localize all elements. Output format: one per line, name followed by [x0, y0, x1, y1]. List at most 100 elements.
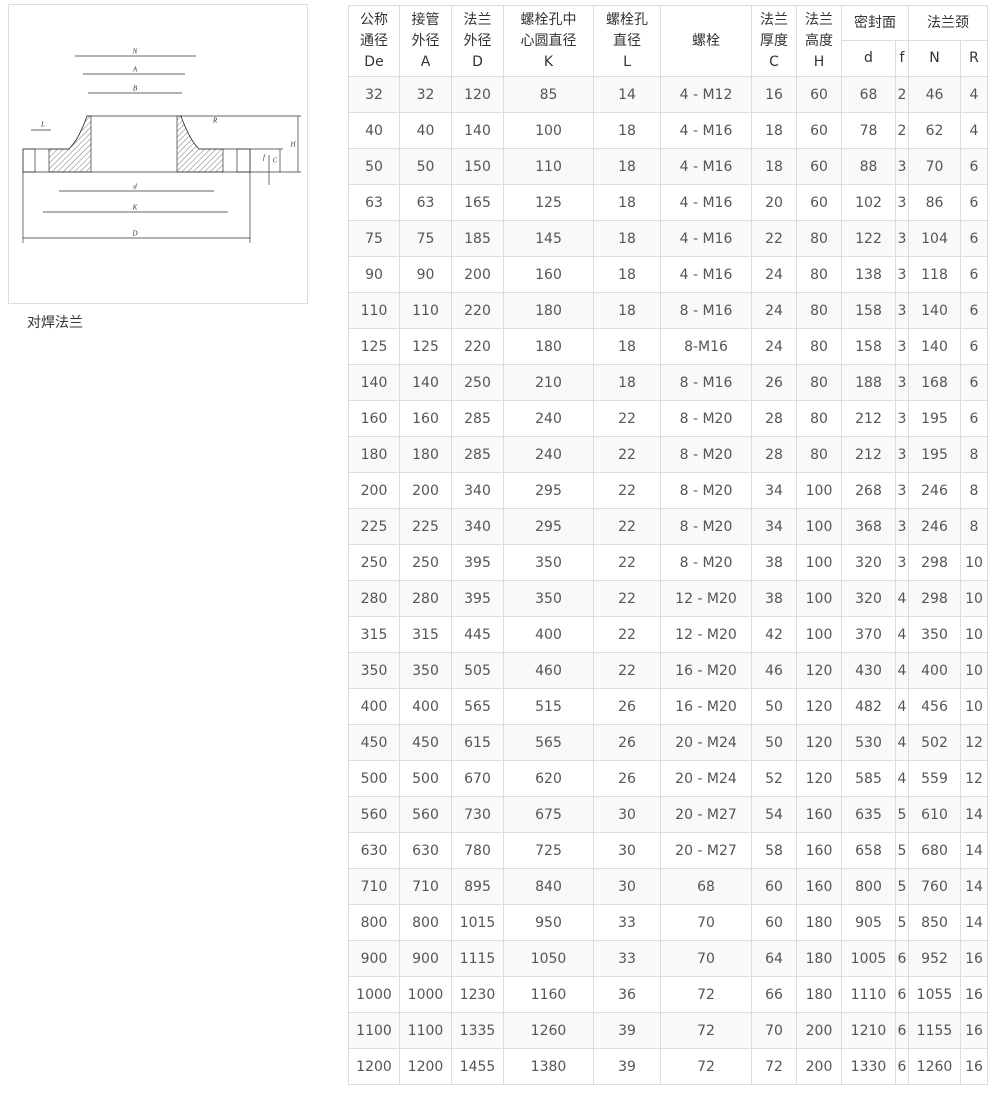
table-cell: 16 - M20 [660, 652, 752, 689]
table-cell: 456 [908, 688, 961, 725]
table-cell: 1260 [908, 1048, 961, 1085]
table-cell: 1260 [503, 1012, 594, 1049]
table-cell: 268 [841, 472, 896, 509]
table-cell: 180 [503, 328, 594, 365]
table-cell: 120 [796, 724, 842, 761]
table-cell: 4 - M16 [660, 220, 752, 257]
table-cell: 565 [503, 724, 594, 761]
table-cell: 125 [503, 184, 594, 221]
table-cell: 10 [960, 652, 988, 689]
table-row: 280 280 395 350 22 12 - M20 38 100 320 4 298 10 [348, 580, 988, 617]
table-cell: 500 [348, 760, 400, 797]
table-cell: 18 [593, 220, 661, 257]
dim-label: H [289, 141, 296, 149]
table-cell: 68 [841, 76, 896, 113]
table-cell: 1055 [908, 976, 961, 1013]
table-cell: 505 [451, 652, 504, 689]
table-cell: 14 [960, 904, 988, 941]
table-cell: 46 [751, 652, 797, 689]
table-row: 500 500 670 620 26 20 - M24 52 120 585 4 559 12 [348, 760, 988, 797]
table-cell: 28 [751, 400, 797, 437]
table-row: 450 450 615 565 26 20 - M24 50 120 530 4 502 12 [348, 724, 988, 761]
header-line: 厚度 [760, 32, 788, 49]
table-cell: 12 [960, 724, 988, 761]
table-cell: 430 [841, 652, 896, 689]
dim-label: d [133, 183, 137, 191]
table-cell: 90 [399, 256, 452, 293]
table-cell: 850 [908, 904, 961, 941]
table-cell: 16 [960, 976, 988, 1013]
table-cell: 14 [960, 868, 988, 905]
table-cell: 1100 [348, 1012, 400, 1049]
table-cell: 75 [348, 220, 400, 257]
table-cell: 530 [841, 724, 896, 761]
table-cell: 63 [348, 184, 400, 221]
table-cell: 54 [751, 796, 797, 833]
table-cell: 295 [503, 508, 594, 545]
table-cell: 250 [348, 544, 400, 581]
table-cell: 60 [796, 76, 842, 113]
table-cell: 195 [908, 400, 961, 437]
table-cell: 400 [348, 688, 400, 725]
sub-header: d [841, 40, 896, 77]
group-header: 法兰颈 [908, 5, 988, 41]
table-cell: 20 - M27 [660, 832, 752, 869]
table-cell: 46 [908, 76, 961, 113]
table-cell: 60 [796, 184, 842, 221]
table-cell: 62 [908, 112, 961, 149]
header-line: C [769, 53, 779, 70]
table-cell: 26 [593, 724, 661, 761]
table-row: 50 50 150 110 18 4 - M16 18 60 88 3 70 6 [348, 148, 988, 185]
table-cell: 900 [399, 940, 452, 977]
header-line: 螺栓孔 [606, 11, 648, 28]
table-cell: 1380 [503, 1048, 594, 1085]
table-cell: 70 [660, 940, 752, 977]
table-cell: 50 [348, 148, 400, 185]
table-cell: 16 [960, 940, 988, 977]
table-cell: 88 [841, 148, 896, 185]
table-cell: 298 [908, 544, 961, 581]
table-cell: 4 - M16 [660, 148, 752, 185]
table-cell: 180 [796, 976, 842, 1013]
table-cell: 80 [796, 436, 842, 473]
table-cell: 120 [796, 760, 842, 797]
table-cell: 118 [908, 256, 961, 293]
table-cell: 315 [399, 616, 452, 653]
dim-label: N [132, 48, 138, 56]
header-line: 公称 [360, 11, 388, 28]
header-line: 法兰 [760, 11, 788, 28]
table-cell: 180 [399, 436, 452, 473]
table-row: 1100 1100 1335 1260 39 72 70 200 1210 6 1155 16 [348, 1012, 988, 1049]
table-cell: 100 [796, 508, 842, 545]
table-cell: 22 [751, 220, 797, 257]
table-cell: 22 [593, 508, 661, 545]
table-cell: 482 [841, 688, 896, 725]
table-cell: 680 [908, 832, 961, 869]
table-cell: 16 - M20 [660, 688, 752, 725]
table-row: 250 250 395 350 22 8 - M20 38 100 320 3 298 10 [348, 544, 988, 581]
table-cell: 725 [503, 832, 594, 869]
table-cell: 100 [503, 112, 594, 149]
table-cell: 18 [593, 292, 661, 329]
table-cell: 8 - M20 [660, 472, 752, 509]
header-cell: 螺栓孔 直径 L [593, 5, 661, 77]
table-cell: 635 [841, 796, 896, 833]
header-line: 螺栓 [692, 32, 720, 49]
table-cell: 122 [841, 220, 896, 257]
header-line: 通径 [360, 32, 388, 49]
header-line: 外径 [463, 32, 492, 49]
table-cell: 26 [593, 688, 661, 725]
table-cell: 42 [751, 616, 797, 653]
table-cell: 6 [895, 976, 909, 1013]
table-cell: 10 [960, 688, 988, 725]
table-cell: 615 [451, 724, 504, 761]
table-cell: 22 [593, 436, 661, 473]
table-cell: 900 [348, 940, 400, 977]
table-cell: 560 [348, 796, 400, 833]
table-cell: 168 [908, 364, 961, 401]
table-cell: 60 [751, 868, 797, 905]
table-cell: 8 [960, 436, 988, 473]
table-cell: 1000 [348, 976, 400, 1013]
header-line: 法兰 [805, 11, 833, 28]
table-cell: 3 [895, 364, 909, 401]
